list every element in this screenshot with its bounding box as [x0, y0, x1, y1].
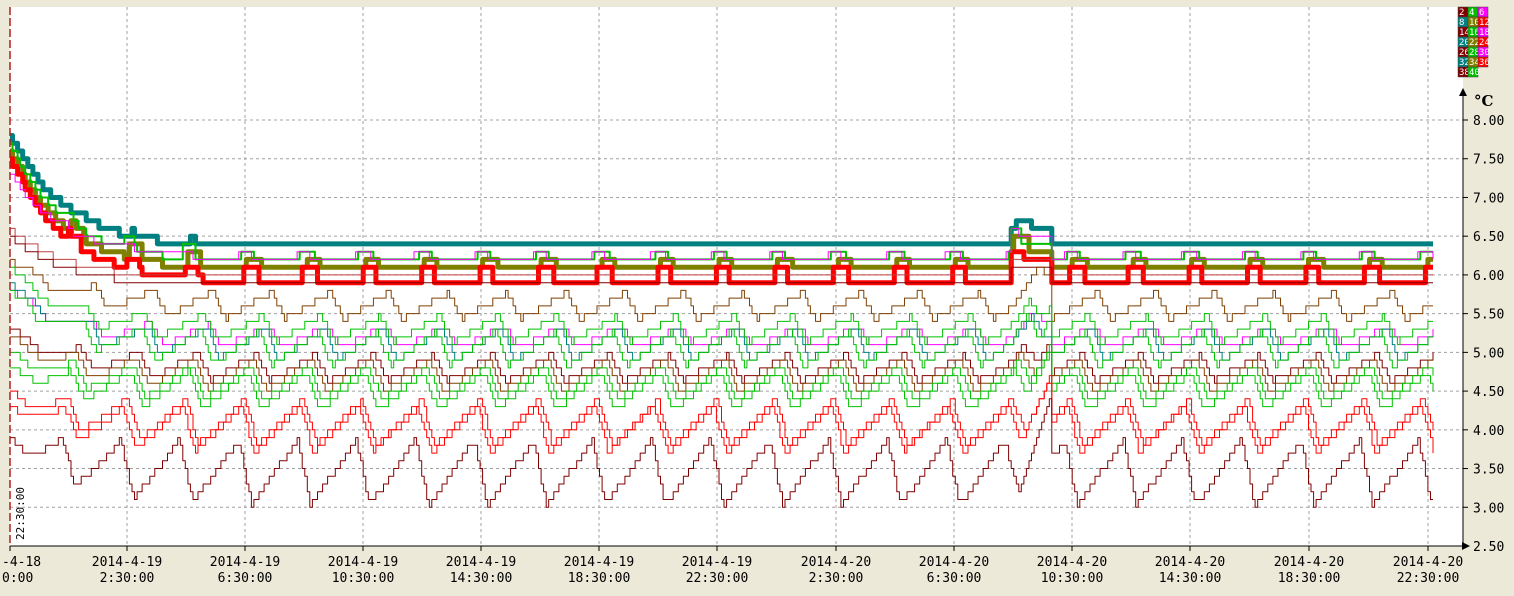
y-tick-label: 6.00 — [1473, 269, 1504, 284]
x-tick-date: 2014-4-20 — [919, 555, 989, 570]
legend-label: 16 — [1469, 28, 1480, 38]
legend-label: 26 — [1459, 48, 1470, 58]
y-tick-label: 2.50 — [1473, 540, 1504, 555]
x-tick-date: 2014-4-20 — [1037, 555, 1107, 570]
legend-label: 40 — [1469, 68, 1480, 78]
series-line-11 — [10, 266, 1433, 346]
y-tick-label: 4.50 — [1473, 385, 1504, 400]
unit-label: °C — [1474, 92, 1494, 110]
series-line-7 — [10, 235, 1433, 284]
x-tick-time: 14:30:00 — [1159, 571, 1222, 586]
y-tick-label: 3.00 — [1473, 501, 1504, 516]
series-line-18 — [10, 375, 1434, 454]
legend-label: 12 — [1479, 18, 1490, 28]
legend-label: 36 — [1479, 58, 1490, 68]
y-tick-label: 4.00 — [1473, 424, 1504, 439]
x-tick-date: -4-18 — [2, 555, 41, 570]
x-tick-time: 2:30:00 — [809, 571, 864, 586]
x-tick-time: 22:30:00 — [1397, 571, 1460, 586]
x-tick-time: 0:00 — [2, 571, 33, 586]
legend-label: 38 — [1459, 68, 1470, 78]
x-tick-date: 2014-4-19 — [92, 555, 162, 570]
x-tick-date: 2014-4-19 — [210, 555, 280, 570]
legend-label: 22 — [1469, 38, 1480, 48]
y-tick-label: 3.50 — [1473, 463, 1504, 478]
y-axis-ticks: 2.50 3.00 3.50 4.00 4.50 5.00 5.50 6.00 6.50 7.00… — [1463, 114, 1504, 555]
legend-label: 6 — [1479, 8, 1484, 18]
x-tick-time: 10:30:00 — [332, 571, 395, 586]
cursor-time-label: 22:30:00 — [14, 487, 27, 540]
legend-label: 32 — [1459, 58, 1470, 68]
y-axis-arrow-icon — [1459, 88, 1467, 96]
y-tick-label: 7.50 — [1473, 153, 1504, 168]
series-line-6 — [10, 227, 1433, 276]
x-tick-date: 2014-4-20 — [1155, 555, 1225, 570]
series-line-16 — [10, 351, 1434, 408]
series-line-1 — [10, 133, 1433, 247]
series-line-5 — [10, 173, 1434, 260]
x-tick-date: 2014-4-20 — [1393, 555, 1463, 570]
series-line-8 — [10, 258, 1433, 322]
legend-label: 20 — [1459, 38, 1470, 48]
x-tick-time: 18:30:00 — [568, 571, 631, 586]
series-line-12 — [10, 289, 1433, 369]
series-line-14 — [10, 336, 1433, 392]
x-axis-ticks: -4-180:002014-4-192:30:002014-4-196:30:0… — [2, 546, 1463, 586]
legend-label: 10 — [1469, 18, 1480, 28]
legend-swatch[interactable] — [1477, 56, 1489, 68]
series-layer — [10, 133, 1434, 508]
series-line-17 — [10, 382, 1434, 446]
y-tick-label: 6.50 — [1473, 230, 1504, 245]
y-tick-label: 7.00 — [1473, 191, 1504, 206]
x-tick-time: 2:30:00 — [100, 571, 155, 586]
x-tick-time: 18:30:00 — [1278, 571, 1341, 586]
x-tick-date: 2014-4-20 — [1274, 555, 1344, 570]
x-tick-date: 2014-4-20 — [801, 555, 871, 570]
y-tick-label: 8.00 — [1473, 114, 1504, 129]
legend-swatch[interactable] — [1467, 66, 1479, 78]
series-line-15 — [10, 344, 1434, 400]
x-tick-date: 2014-4-19 — [682, 555, 752, 570]
x-tick-time: 14:30:00 — [450, 571, 513, 586]
legend-label: 28 — [1469, 48, 1480, 58]
x-tick-date: 2014-4-19 — [328, 555, 398, 570]
legend-label: 30 — [1479, 48, 1490, 58]
x-tick-time: 6:30:00 — [927, 571, 982, 586]
x-tick-date: 2014-4-19 — [446, 555, 516, 570]
legend-label: 18 — [1479, 28, 1490, 38]
x-tick-time: 6:30:00 — [218, 571, 273, 586]
legend-label: 8 — [1459, 18, 1464, 28]
series-line-13 — [10, 328, 1434, 384]
y-tick-label: 5.00 — [1473, 346, 1504, 361]
x-tick-date: 2014-4-19 — [564, 555, 634, 570]
x-tick-time: 10:30:00 — [1041, 571, 1104, 586]
legend-label: 4 — [1469, 8, 1474, 18]
legend-label: 2 — [1459, 8, 1464, 18]
series-line-19 — [10, 398, 1433, 508]
legend-label: 24 — [1479, 38, 1490, 48]
plot-area — [10, 7, 1463, 546]
legend-label: 14 — [1459, 28, 1470, 38]
y-tick-label: 5.50 — [1473, 308, 1504, 323]
x-tick-time: 22:30:00 — [686, 571, 749, 586]
legend-label: 34 — [1469, 58, 1480, 68]
